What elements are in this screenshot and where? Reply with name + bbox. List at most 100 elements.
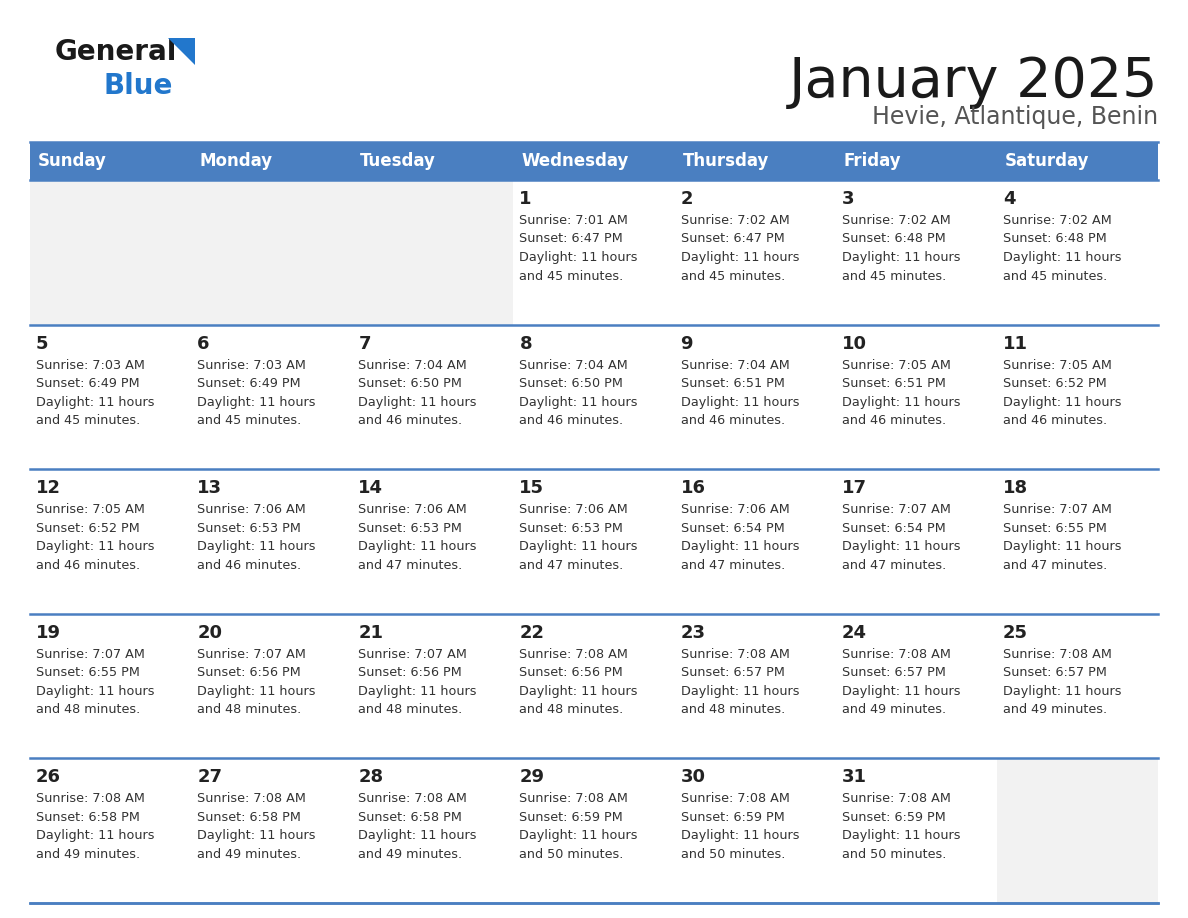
Text: 26: 26 [36,768,61,787]
Text: Daylight: 11 hours: Daylight: 11 hours [519,396,638,409]
Text: Sunset: 6:59 PM: Sunset: 6:59 PM [842,811,946,823]
Bar [513,325,675,469]
Text: Sunset: 6:55 PM: Sunset: 6:55 PM [36,666,140,679]
Text: Sunrise: 7:06 AM: Sunrise: 7:06 AM [197,503,305,516]
Text: Sunrise: 7:08 AM: Sunrise: 7:08 AM [842,792,950,805]
Text: Blue: Blue [103,72,172,100]
Text: General: General [55,38,177,66]
Text: Sunrise: 7:06 AM: Sunrise: 7:06 AM [359,503,467,516]
Text: and 48 minutes.: and 48 minutes. [681,703,785,716]
Text: and 46 minutes.: and 46 minutes. [842,414,946,427]
Bar [675,325,835,469]
Bar [675,180,835,325]
Text: Sunrise: 7:05 AM: Sunrise: 7:05 AM [36,503,145,516]
Text: Sunset: 6:57 PM: Sunset: 6:57 PM [842,666,946,679]
Text: Sunset: 6:58 PM: Sunset: 6:58 PM [197,811,301,823]
Bar [675,758,835,903]
Text: and 49 minutes.: and 49 minutes. [842,703,946,716]
Text: Daylight: 11 hours: Daylight: 11 hours [197,829,316,843]
Text: Sunrise: 7:08 AM: Sunrise: 7:08 AM [359,792,467,805]
Text: 7: 7 [359,334,371,353]
Text: and 47 minutes.: and 47 minutes. [842,559,946,572]
Bar [353,614,513,758]
Bar [353,325,513,469]
Text: and 50 minutes.: and 50 minutes. [842,848,946,861]
Text: Daylight: 11 hours: Daylight: 11 hours [36,685,154,698]
Text: Sunset: 6:47 PM: Sunset: 6:47 PM [681,232,784,245]
Text: Sunset: 6:51 PM: Sunset: 6:51 PM [681,377,784,390]
Bar [675,469,835,614]
Bar [513,469,675,614]
Text: Sunrise: 7:01 AM: Sunrise: 7:01 AM [519,214,628,227]
Bar [30,180,191,325]
Text: Sunset: 6:57 PM: Sunset: 6:57 PM [1003,666,1107,679]
Bar [353,758,513,903]
Text: 13: 13 [197,479,222,498]
Text: Sunrise: 7:08 AM: Sunrise: 7:08 AM [197,792,307,805]
Text: Sunrise: 7:02 AM: Sunrise: 7:02 AM [1003,214,1112,227]
Text: Sunday: Sunday [38,152,107,170]
Bar [675,614,835,758]
Text: Daylight: 11 hours: Daylight: 11 hours [842,685,960,698]
Text: Sunrise: 7:08 AM: Sunrise: 7:08 AM [681,792,790,805]
Bar [835,469,997,614]
Text: and 46 minutes.: and 46 minutes. [36,559,140,572]
Text: and 47 minutes.: and 47 minutes. [359,559,462,572]
Text: 11: 11 [1003,334,1028,353]
Text: Daylight: 11 hours: Daylight: 11 hours [36,540,154,554]
Text: Sunset: 6:58 PM: Sunset: 6:58 PM [36,811,140,823]
Text: Daylight: 11 hours: Daylight: 11 hours [519,251,638,264]
Text: 21: 21 [359,624,384,642]
Text: Tuesday: Tuesday [360,152,436,170]
Text: Sunset: 6:57 PM: Sunset: 6:57 PM [681,666,784,679]
Text: Daylight: 11 hours: Daylight: 11 hours [681,251,800,264]
Text: 20: 20 [197,624,222,642]
Text: Sunrise: 7:08 AM: Sunrise: 7:08 AM [519,648,628,661]
Text: 28: 28 [359,768,384,787]
Text: 24: 24 [842,624,867,642]
Text: Daylight: 11 hours: Daylight: 11 hours [681,540,800,554]
Text: Sunrise: 7:08 AM: Sunrise: 7:08 AM [681,648,790,661]
Text: 3: 3 [842,190,854,208]
Text: Daylight: 11 hours: Daylight: 11 hours [1003,396,1121,409]
Text: Sunset: 6:56 PM: Sunset: 6:56 PM [359,666,462,679]
Text: Sunrise: 7:08 AM: Sunrise: 7:08 AM [1003,648,1112,661]
Text: Sunrise: 7:05 AM: Sunrise: 7:05 AM [842,359,950,372]
Text: Sunrise: 7:07 AM: Sunrise: 7:07 AM [842,503,950,516]
Bar [191,180,353,325]
Text: Daylight: 11 hours: Daylight: 11 hours [842,396,960,409]
Text: Saturday: Saturday [1005,152,1089,170]
Bar [30,142,1158,180]
Text: and 45 minutes.: and 45 minutes. [197,414,302,427]
Text: Sunset: 6:51 PM: Sunset: 6:51 PM [842,377,946,390]
Text: Sunset: 6:56 PM: Sunset: 6:56 PM [197,666,301,679]
Text: Sunset: 6:48 PM: Sunset: 6:48 PM [842,232,946,245]
Text: 10: 10 [842,334,867,353]
Text: Thursday: Thursday [683,152,769,170]
Text: Sunrise: 7:08 AM: Sunrise: 7:08 AM [842,648,950,661]
Text: 8: 8 [519,334,532,353]
Text: January 2025: January 2025 [789,55,1158,109]
Text: 6: 6 [197,334,209,353]
Bar [30,614,191,758]
Text: Daylight: 11 hours: Daylight: 11 hours [519,829,638,843]
Text: Daylight: 11 hours: Daylight: 11 hours [1003,540,1121,554]
Text: 5: 5 [36,334,49,353]
Bar [997,758,1158,903]
Text: 14: 14 [359,479,384,498]
Text: Sunset: 6:59 PM: Sunset: 6:59 PM [519,811,624,823]
Text: and 49 minutes.: and 49 minutes. [1003,703,1107,716]
Text: Sunrise: 7:05 AM: Sunrise: 7:05 AM [1003,359,1112,372]
Text: and 48 minutes.: and 48 minutes. [197,703,302,716]
Text: Sunset: 6:50 PM: Sunset: 6:50 PM [519,377,624,390]
Text: Sunrise: 7:06 AM: Sunrise: 7:06 AM [519,503,628,516]
Text: Daylight: 11 hours: Daylight: 11 hours [842,829,960,843]
Text: and 50 minutes.: and 50 minutes. [519,848,624,861]
Text: and 45 minutes.: and 45 minutes. [681,270,785,283]
Text: 15: 15 [519,479,544,498]
Text: Daylight: 11 hours: Daylight: 11 hours [1003,251,1121,264]
Bar [30,325,191,469]
Text: and 48 minutes.: and 48 minutes. [519,703,624,716]
Text: Sunset: 6:59 PM: Sunset: 6:59 PM [681,811,784,823]
Text: and 49 minutes.: and 49 minutes. [197,848,302,861]
